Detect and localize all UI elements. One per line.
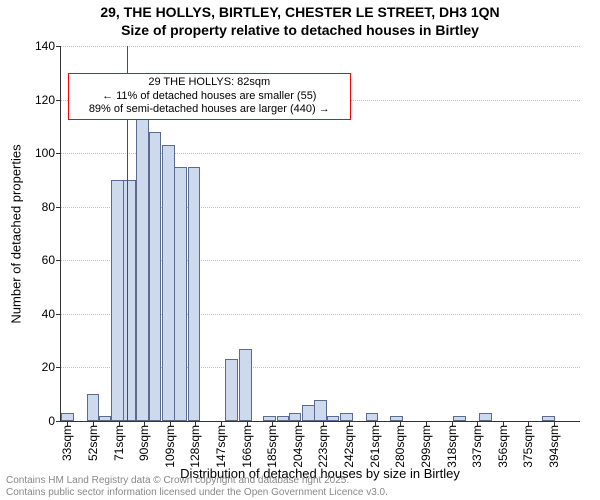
xtick-label: 242sqm xyxy=(342,425,356,468)
xtick-label: 394sqm xyxy=(547,425,561,468)
ytick-label: 80 xyxy=(42,200,55,214)
gridline-h xyxy=(61,46,580,47)
histogram-bar xyxy=(239,349,252,421)
histogram-bar xyxy=(136,116,149,421)
ytick-mark xyxy=(56,260,61,261)
callout-box: 29 THE HOLLYS: 82sqm← 11% of detached ho… xyxy=(68,73,351,120)
histogram-bar xyxy=(302,405,315,421)
xtick-label: 52sqm xyxy=(86,425,100,461)
histogram-bar xyxy=(453,416,466,421)
histogram-bar xyxy=(479,413,492,421)
histogram-bar xyxy=(340,413,353,421)
ytick-mark xyxy=(56,367,61,368)
xtick-label: 299sqm xyxy=(419,425,433,468)
ytick-mark xyxy=(56,314,61,315)
histogram-bar xyxy=(149,132,162,421)
histogram-bar xyxy=(99,416,112,421)
footer-line1: Contains HM Land Registry data © Crown c… xyxy=(6,475,388,487)
ytick-label: 40 xyxy=(42,307,55,321)
ytick-label: 100 xyxy=(35,146,55,160)
xtick-label: 147sqm xyxy=(214,425,228,468)
xtick-label: 166sqm xyxy=(240,425,254,468)
histogram-bar xyxy=(289,413,302,421)
ytick-mark xyxy=(56,46,61,47)
histogram-bar xyxy=(123,180,136,421)
ytick-label: 0 xyxy=(48,414,55,428)
xtick-label: 223sqm xyxy=(316,425,330,468)
ytick-label: 140 xyxy=(35,39,55,53)
histogram-bar xyxy=(174,167,187,421)
ytick-mark xyxy=(56,153,61,154)
chart-title-line2: Size of property relative to detached ho… xyxy=(0,22,600,38)
xtick-label: 109sqm xyxy=(163,425,177,468)
ytick-mark xyxy=(56,100,61,101)
histogram-bar xyxy=(225,359,238,421)
histogram-bar xyxy=(327,416,340,421)
histogram-bar xyxy=(263,416,276,421)
xtick-label: 337sqm xyxy=(470,425,484,468)
histogram-bar xyxy=(111,180,124,421)
histogram-bar xyxy=(366,413,379,421)
y-axis-label: Number of detached properties xyxy=(9,144,24,323)
xtick-label: 356sqm xyxy=(496,425,510,468)
histogram-bar xyxy=(87,394,100,421)
histogram-bar xyxy=(162,145,175,421)
xtick-label: 71sqm xyxy=(112,425,126,461)
ytick-label: 20 xyxy=(42,360,55,374)
xtick-label: 33sqm xyxy=(60,425,74,461)
callout-line-1: 29 THE HOLLYS: 82sqm xyxy=(73,76,346,90)
footer-attribution: Contains HM Land Registry data © Crown c… xyxy=(6,475,388,498)
xtick-label: 318sqm xyxy=(445,425,459,468)
ytick-label: 60 xyxy=(42,253,55,267)
xtick-label: 280sqm xyxy=(393,425,407,468)
xtick-label: 90sqm xyxy=(137,425,151,461)
chart-stage: 29, THE HOLLYS, BIRTLEY, CHESTER LE STRE… xyxy=(0,0,600,500)
xtick-label: 185sqm xyxy=(265,425,279,468)
ytick-label: 120 xyxy=(35,93,55,107)
xtick-label: 261sqm xyxy=(368,425,382,468)
histogram-bar xyxy=(277,416,290,421)
histogram-bar xyxy=(188,167,201,421)
ytick-mark xyxy=(56,421,61,422)
xtick-label: 128sqm xyxy=(188,425,202,468)
plot-area: 02040608010012014029 THE HOLLYS: 82sqm← … xyxy=(60,46,580,422)
footer-line2: Contains public sector information licen… xyxy=(6,487,388,499)
histogram-bar xyxy=(61,413,74,421)
callout-line-3: 89% of semi-detached houses are larger (… xyxy=(73,103,346,117)
histogram-bar xyxy=(314,400,327,421)
callout-line-2: ← 11% of detached houses are smaller (55… xyxy=(73,90,346,104)
chart-title-line1: 29, THE HOLLYS, BIRTLEY, CHESTER LE STRE… xyxy=(0,4,600,20)
xtick-label: 375sqm xyxy=(521,425,535,468)
xtick-label: 204sqm xyxy=(291,425,305,468)
ytick-mark xyxy=(56,207,61,208)
